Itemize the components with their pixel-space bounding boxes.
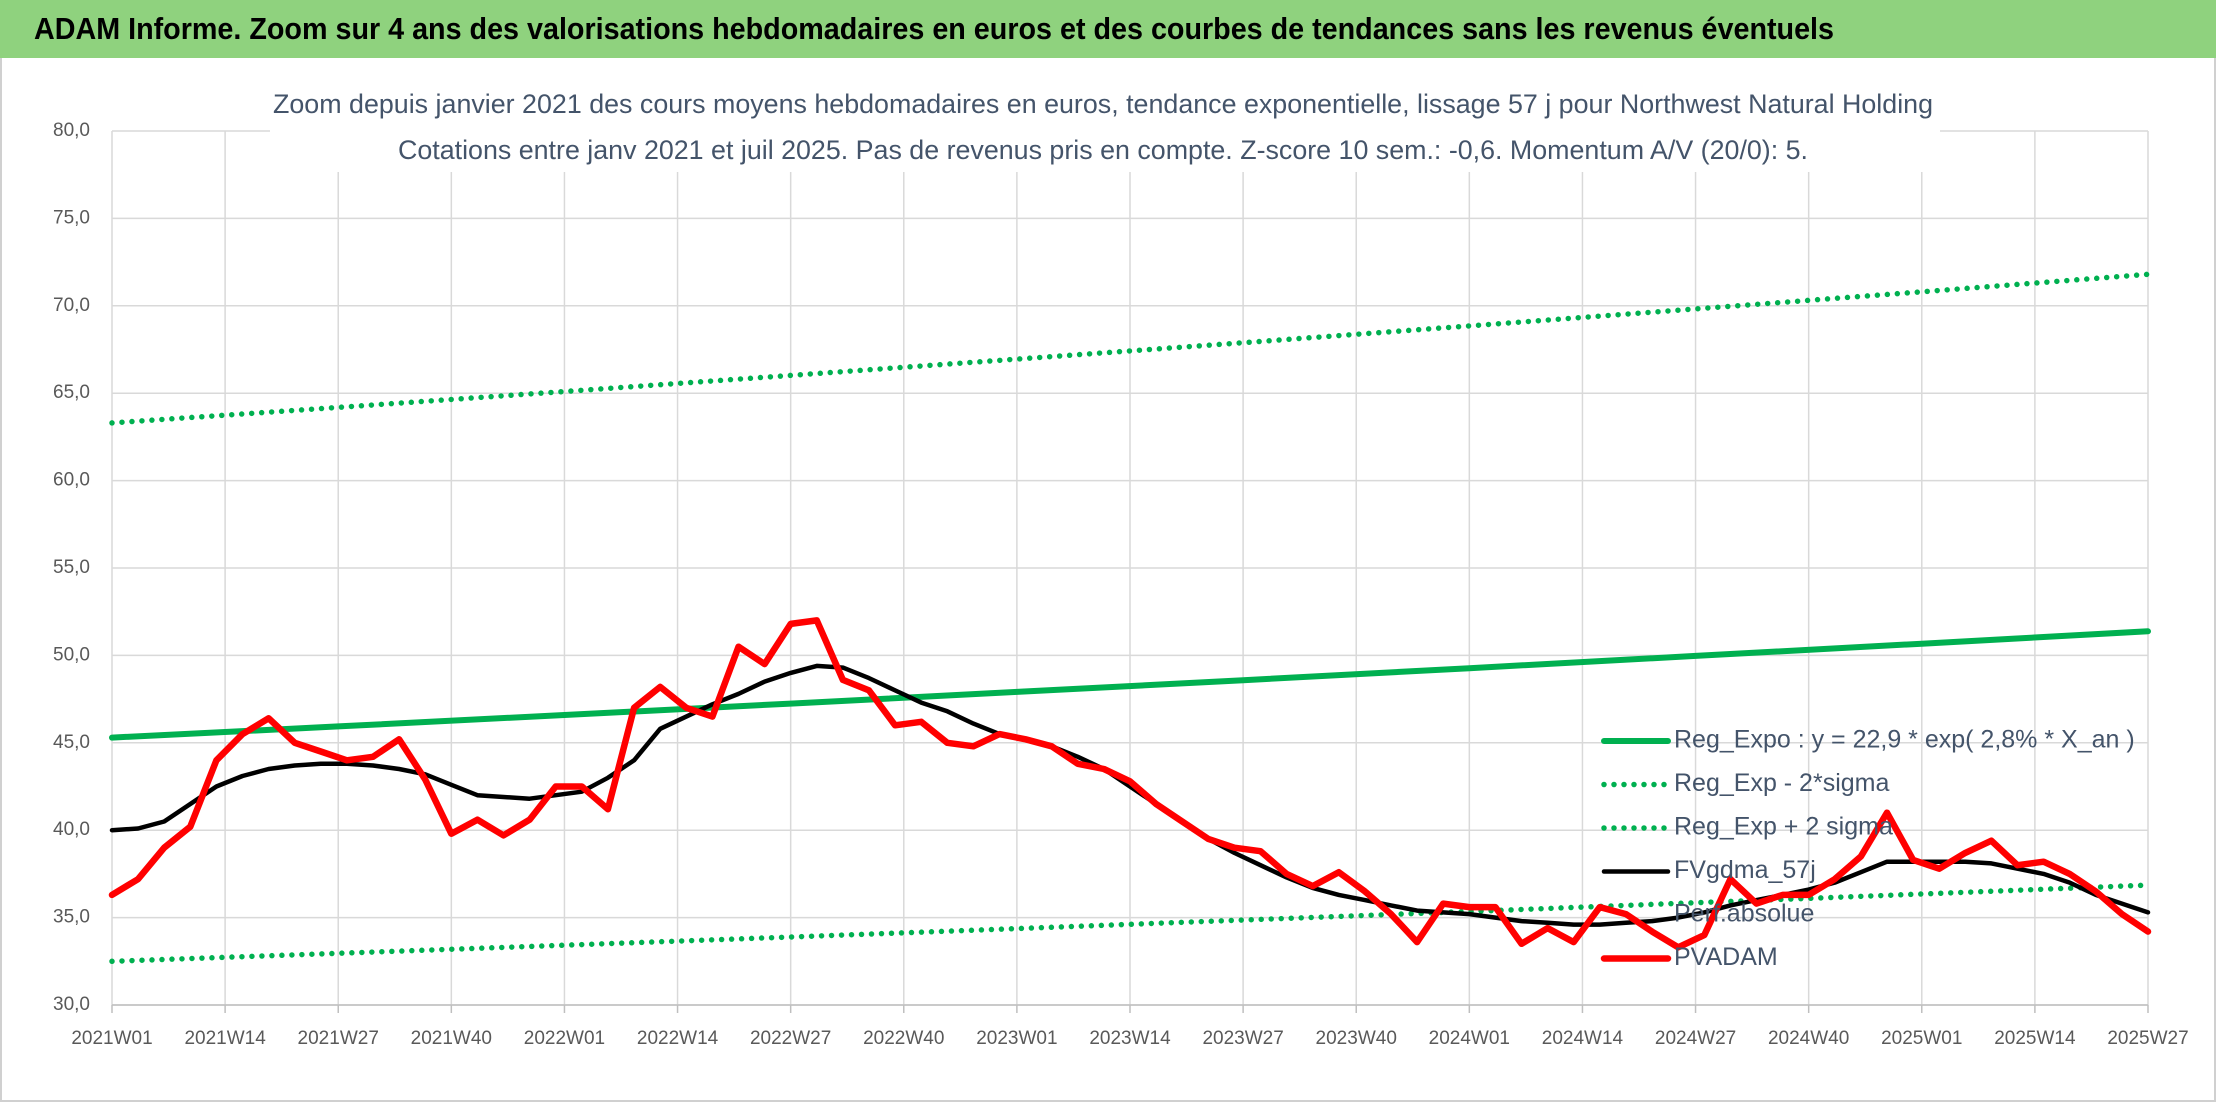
y-tick-label: 70,0 [53,295,90,316]
legend-label: Reg_Exp - 2*sigma [1674,769,1889,797]
legend-label: FVgdma_57j [1674,856,1816,884]
y-tick-label: 45,0 [53,732,90,753]
page-title: ADAM Informe. Zoom sur 4 ans des valoris… [34,11,1834,46]
subtitle-bg [270,86,1940,172]
x-tick-label: 2024W40 [1768,1028,1849,1049]
x-tick-label: 2024W14 [1542,1028,1624,1049]
x-tick-label: 2023W14 [1089,1028,1171,1049]
series-line [109,882,2151,965]
x-tick-label: 2025W14 [1994,1028,2076,1049]
x-tick-label: 2022W27 [750,1028,831,1049]
y-tick-label: 35,0 [53,907,90,928]
x-tick-label: 2025W27 [2107,1028,2188,1049]
series-line [109,271,2151,426]
x-tick-label: 2021W27 [298,1028,379,1049]
legend-label: Reg_Expo : y = 22,9 * exp( 2,8% * X_an ) [1674,726,2135,754]
series-line [109,628,2151,741]
y-tick-label: 80,0 [53,120,90,141]
legend-label: PVADAM [1674,943,1778,971]
y-tick-label: 60,0 [53,470,90,491]
y-tick-label: 30,0 [53,994,90,1015]
title-bar [0,0,2216,58]
x-tick-label: 2024W01 [1429,1028,1510,1049]
x-tick-label: 2021W14 [184,1028,266,1049]
legend-label: Reg_Exp + 2 sigma [1674,813,1893,841]
chart-title: Zoom depuis janvier 2021 des cours moyen… [273,89,1933,119]
legend-label: Perf.absolue [1674,900,1814,928]
x-tick-label: 2023W27 [1202,1028,1283,1049]
series-line [108,617,2152,951]
x-tick-label: 2024W27 [1655,1028,1736,1049]
x-tick-label: 2023W01 [976,1028,1057,1049]
y-tick-label: 55,0 [53,557,90,578]
y-tick-label: 65,0 [53,382,90,403]
x-tick-label: 2021W01 [71,1028,152,1049]
x-tick-label: 2021W40 [411,1028,492,1049]
y-tick-label: 40,0 [53,819,90,840]
x-tick-label: 2022W14 [637,1028,719,1049]
legend: Reg_Expo : y = 22,9 * exp( 2,8% * X_an )… [1600,726,2135,971]
series-line [109,663,2151,927]
x-tick-label: 2025W01 [1881,1028,1962,1049]
x-tick-label: 2022W01 [524,1028,605,1049]
y-tick-label: 75,0 [53,207,90,228]
y-tick-label: 50,0 [53,644,90,665]
plot: 30,0 35,0 40,0 45,0 50,0 55,0 60,0 65,0 70,0 75,0… [53,120,2189,1049]
x-tick-label: 2023W40 [1316,1028,1397,1049]
chart-subtitle: Cotations entre janv 2021 et juil 2025. … [398,135,1808,165]
x-tick-label: 2022W40 [863,1028,944,1049]
